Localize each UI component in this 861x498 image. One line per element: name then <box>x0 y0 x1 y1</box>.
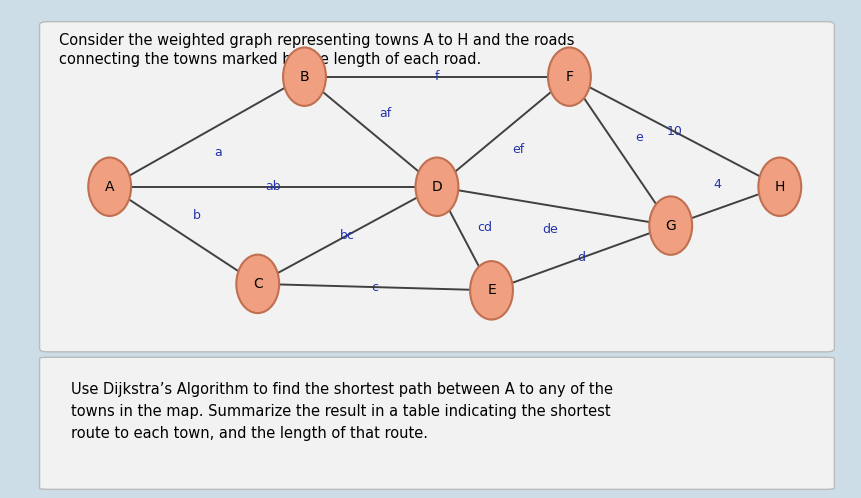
Text: Consider the weighted graph representing towns A to H and the roads: Consider the weighted graph representing… <box>59 33 574 48</box>
Text: ef: ef <box>512 143 524 156</box>
Text: A: A <box>105 180 115 194</box>
Text: a: a <box>214 145 222 158</box>
Text: 4: 4 <box>714 178 722 191</box>
Text: ab: ab <box>265 180 282 193</box>
Text: e: e <box>635 131 643 144</box>
Ellipse shape <box>649 196 692 255</box>
Ellipse shape <box>236 254 279 313</box>
Ellipse shape <box>416 157 458 216</box>
Ellipse shape <box>548 47 591 106</box>
Text: G: G <box>666 219 676 233</box>
Ellipse shape <box>283 47 326 106</box>
Text: de: de <box>542 223 558 236</box>
Text: d: d <box>577 251 585 264</box>
Ellipse shape <box>759 157 802 216</box>
Text: b: b <box>193 209 201 222</box>
Text: bc: bc <box>340 229 355 242</box>
Text: F: F <box>566 70 573 84</box>
FancyBboxPatch shape <box>40 21 834 352</box>
Ellipse shape <box>89 157 131 216</box>
Text: c: c <box>371 280 378 294</box>
Text: 10: 10 <box>666 125 683 138</box>
Text: D: D <box>431 180 443 194</box>
Text: connecting the towns marked by the length of each road.: connecting the towns marked by the lengt… <box>59 52 481 67</box>
Text: f: f <box>435 70 439 83</box>
Ellipse shape <box>470 261 513 320</box>
Text: E: E <box>487 283 496 297</box>
Text: af: af <box>380 107 392 120</box>
Text: Use Dijkstra’s Algorithm to find the shortest path between A to any of the
towns: Use Dijkstra’s Algorithm to find the sho… <box>71 382 613 441</box>
Text: cd: cd <box>477 221 492 234</box>
Text: C: C <box>253 277 263 291</box>
FancyBboxPatch shape <box>40 357 834 490</box>
Text: B: B <box>300 70 309 84</box>
Text: H: H <box>775 180 785 194</box>
